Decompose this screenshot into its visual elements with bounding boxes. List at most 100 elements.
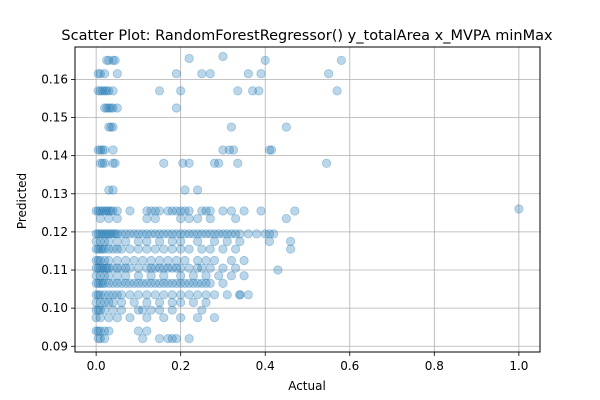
scatter-point [95, 213, 105, 224]
scatter-point [214, 158, 224, 168]
scatter-point [133, 290, 144, 300]
scatter-point [154, 255, 165, 266]
scatter-point [116, 229, 127, 239]
scatter-point [184, 158, 194, 168]
scatter-point [108, 103, 118, 113]
scatter-point [180, 255, 190, 266]
scatter-point [142, 326, 152, 336]
scatter-point [104, 290, 114, 300]
scatter-point [171, 229, 182, 239]
scatter-point [99, 334, 110, 344]
scatter-point [102, 263, 112, 273]
scatter-point [112, 103, 122, 113]
scatter-point [197, 229, 207, 239]
scatter-point [176, 263, 186, 273]
scatter-point [150, 263, 160, 273]
scatter-point [112, 278, 122, 288]
scatter-point [239, 206, 249, 216]
scatter-point [201, 271, 211, 281]
scatter-point [91, 206, 101, 216]
scatter-point [243, 69, 253, 79]
scatter-point [209, 229, 220, 239]
scatter-point [239, 255, 249, 266]
scatter-point [154, 236, 165, 247]
scatter-point [184, 206, 194, 216]
scatter-point [266, 145, 277, 155]
scatter-point [138, 255, 148, 266]
scatter-point [108, 263, 118, 273]
scatter-point [167, 263, 177, 273]
scatter-point [254, 86, 264, 96]
scatter-point [226, 255, 237, 266]
scatter-point [99, 297, 110, 308]
scatter-point [138, 305, 148, 315]
scatter-point [133, 326, 144, 336]
scatter-point [116, 290, 127, 300]
scatter-point [159, 313, 169, 323]
scatter-point [95, 334, 105, 344]
scatter-point [112, 255, 122, 266]
scatter-point [99, 158, 110, 168]
scatter-point [171, 206, 182, 216]
scatter-point [243, 290, 253, 300]
scatter-point [180, 206, 190, 216]
scatter-point [99, 103, 110, 113]
scatter-point [138, 278, 148, 288]
scatter-point [99, 263, 110, 273]
x-tick-label: 0.2 [171, 359, 190, 373]
scatter-point [201, 255, 211, 266]
scatter-point [99, 255, 110, 266]
scatter-point [99, 271, 110, 281]
scatter-point [104, 255, 114, 266]
scatter-point [146, 206, 156, 216]
scatter-point [142, 236, 152, 247]
scatter-point [154, 334, 165, 344]
scatter-point [256, 206, 266, 216]
scatter-point [116, 244, 127, 254]
scatter-point [205, 213, 215, 224]
scatter-point [133, 278, 144, 288]
scatter-point [150, 290, 160, 300]
scatter-point [205, 278, 215, 288]
scatter-point [146, 263, 156, 273]
scatter-point [142, 229, 152, 239]
scatter-point [125, 263, 135, 273]
scatter-point [97, 263, 108, 273]
scatter-point [121, 255, 131, 266]
y-tick-label: 0.15 [41, 111, 68, 125]
y-axis-label: Predicted [15, 173, 29, 229]
scatter-point [197, 69, 207, 79]
scatter-point [104, 86, 114, 96]
scatter-point [205, 244, 215, 254]
scatter-point [99, 305, 110, 315]
scatter-point [99, 86, 110, 96]
scatter-point [116, 305, 127, 315]
scatter-point [97, 158, 108, 168]
scatter-point [167, 297, 177, 308]
scatter-point [171, 255, 182, 266]
scatter-point [192, 278, 203, 288]
scatter-point [110, 55, 120, 65]
scatter-point [201, 297, 211, 308]
scatter-point [104, 326, 114, 336]
scatter-point [91, 229, 101, 239]
scatter-point [209, 255, 220, 266]
scatter-point [108, 244, 118, 254]
scatter-point [121, 271, 131, 281]
scatter-point [184, 53, 194, 64]
scatter-point [108, 122, 118, 132]
scatter-point [150, 278, 160, 288]
scatter-point [163, 334, 173, 344]
scatter-point [167, 229, 177, 239]
scatter-point [226, 229, 237, 239]
scatter-point [104, 229, 114, 239]
scatter-point [231, 263, 241, 273]
x-axis-ticks: 0.0 0.2 0.4 0.6 0.8 1.0 [87, 352, 528, 373]
scatter-point [102, 229, 112, 239]
scatter-point [176, 297, 186, 308]
scatter-point [146, 278, 156, 288]
scatter-point [97, 145, 108, 155]
scatter-point [108, 185, 118, 195]
scatter-point [285, 244, 296, 254]
scatter-point [142, 206, 152, 216]
